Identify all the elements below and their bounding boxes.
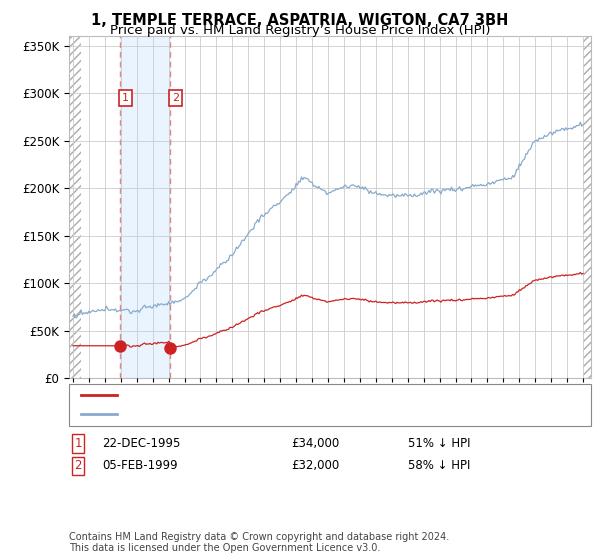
Text: 2: 2 xyxy=(74,459,82,472)
Bar xyxy=(583,36,600,378)
Text: 1, TEMPLE TERRACE, ASPATRIA, WIGTON, CA7 3BH (detached house): 1, TEMPLE TERRACE, ASPATRIA, WIGTON, CA7… xyxy=(123,390,506,400)
Text: 51% ↓ HPI: 51% ↓ HPI xyxy=(408,437,470,450)
Text: 1: 1 xyxy=(74,437,82,450)
Text: HPI: Average price, detached house, Cumberland: HPI: Average price, detached house, Cumb… xyxy=(123,409,398,419)
Text: Contains HM Land Registry data © Crown copyright and database right 2024.
This d: Contains HM Land Registry data © Crown c… xyxy=(69,531,449,553)
Text: 2: 2 xyxy=(172,93,179,103)
Bar xyxy=(65,36,81,378)
Text: Price paid vs. HM Land Registry’s House Price Index (HPI): Price paid vs. HM Land Registry’s House … xyxy=(110,24,490,37)
Text: 22-DEC-1995: 22-DEC-1995 xyxy=(102,437,181,450)
Text: 05-FEB-1999: 05-FEB-1999 xyxy=(102,459,178,472)
Text: £32,000: £32,000 xyxy=(291,459,339,472)
Text: 1, TEMPLE TERRACE, ASPATRIA, WIGTON, CA7 3BH: 1, TEMPLE TERRACE, ASPATRIA, WIGTON, CA7… xyxy=(91,13,509,28)
Text: 58% ↓ HPI: 58% ↓ HPI xyxy=(408,459,470,472)
Bar xyxy=(121,36,170,378)
Text: 1: 1 xyxy=(122,93,129,103)
Text: £34,000: £34,000 xyxy=(291,437,339,450)
